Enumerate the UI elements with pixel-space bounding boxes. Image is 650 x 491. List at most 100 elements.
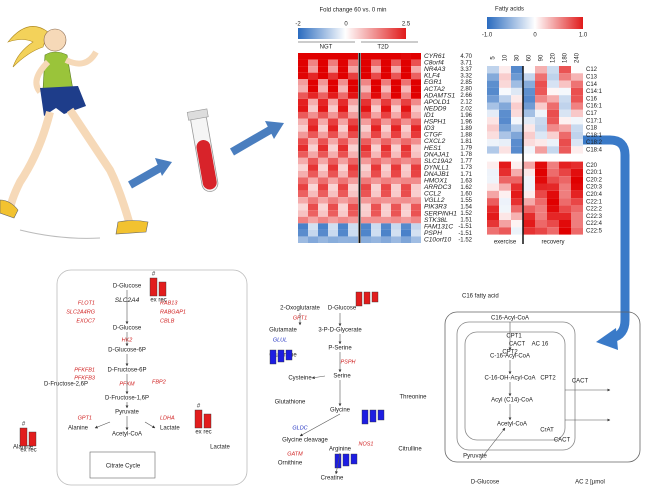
heatmap-cell [338,144,348,152]
heatmap-cell [328,157,338,165]
heatmap-cell [298,216,308,224]
heatmap-cell [535,227,547,235]
gene-label: HMOX1 [424,178,448,185]
heatmap-cell [511,176,523,184]
heatmap-cell [511,227,523,235]
heatmap-cell [535,183,547,191]
heatmap-cell [559,87,571,96]
bar-icon [371,291,379,303]
heatmap-cell [559,183,571,191]
heatmap-cell [298,177,308,185]
heatmap-cell [391,85,401,93]
heatmap-cell [348,216,358,224]
pathway-label: C-16-Acyl-CoA [490,354,530,360]
heatmap-cell [298,203,308,211]
heatmap-cell [547,146,559,154]
heatmap-cell [411,105,421,112]
enzyme: CBLB [160,318,175,324]
heatmap-cell [523,117,535,125]
gene-label: NR4A3 [424,66,446,73]
heatmap-cell [391,92,401,99]
heatmap-cell [559,220,571,228]
heatmap-cell [511,198,523,206]
fold-change: 2.12 [460,100,472,106]
heatmap-cell [523,183,535,191]
time-label: 120 [551,52,557,63]
heatmap-cell [511,117,523,125]
heatmap-cell [411,85,421,93]
bar-icon [203,413,212,429]
heatmap-title: Fold change 60 vs. 0 min [319,8,386,14]
heatmap-cell [371,151,381,158]
heatmap-cell [487,109,499,118]
heatmap-cell [487,124,499,132]
pathway-label: AC 16 [532,342,549,348]
heatmap-cell [511,124,523,132]
heatmap-cell [487,227,499,235]
heatmap-cell [499,190,511,199]
heatmap-cell [298,105,308,112]
heatmap-cell [318,184,328,191]
heatmap-cell [381,92,391,99]
enzyme: PFKFB1 [74,367,95,373]
heatmap-cell [487,102,499,110]
heatmap-cell [328,138,338,145]
heatmap-cell [381,144,391,152]
gene-label: SLC19A2 [424,158,453,165]
heatmap-cell [381,105,391,112]
heatmap-cell [328,131,338,139]
heatmap-cell [571,139,583,147]
heatmap-cell [499,73,511,81]
heatmap-cell [547,102,559,110]
gene-label: KLF4 [424,73,440,80]
group-label: NGT [320,45,333,51]
heatmap-cell [559,102,571,110]
heatmap-cell [298,151,308,158]
heatmap-cell [318,216,328,224]
heatmap-cell [401,170,411,178]
colorbar [487,17,583,29]
heatmap-cell [361,151,371,158]
heatmap-cell [547,117,559,125]
heatmap-cell [361,118,371,126]
blood-tube [186,108,219,192]
fatty-acid-label: C17:1 [586,118,603,124]
arrow [583,135,630,343]
heatmap-cell [559,109,571,118]
gene-label: SERPINH1 [424,210,457,217]
heatmap-cell [499,161,511,169]
heatmap-cell [571,220,583,228]
heatmap-cell [381,164,391,171]
heatmap-cell [361,98,371,106]
fold-change: 1.88 [460,132,472,138]
heatmap-cell [411,125,421,132]
heatmap-cell [298,125,308,132]
heatmap-cell [411,66,421,73]
heatmap-cell [318,92,328,99]
heatmap-cell [328,53,338,60]
heatmap-cell [371,79,381,86]
bar-icon [334,453,342,469]
metabolite: Alanine [68,426,89,432]
heatmap-cell [328,170,338,178]
heatmap-cell [338,203,348,211]
heatmap-cell [308,203,318,211]
heatmap-cell [547,139,559,147]
bar-icon [285,349,293,361]
heatmap-cell [411,157,421,165]
heatmap-cell [487,161,499,169]
metabolite: Lactate [210,445,230,451]
enzyme: PSPH [341,359,356,365]
colorbar-tick: -1.0 [482,33,493,39]
pathway-label: C16-Acyl-CoA [491,316,529,322]
enzyme: FLOT1 [78,300,95,306]
heatmap-cell [511,190,523,199]
heatmap-cell [547,168,559,177]
bar-icon [350,453,358,465]
heatmap-cell [328,59,338,67]
heatmap-cell [547,87,559,96]
heatmap-cell [391,177,401,185]
heatmap-cell [328,118,338,126]
marker: # [197,404,201,410]
metabolite: Citrate Cycle [106,464,141,470]
